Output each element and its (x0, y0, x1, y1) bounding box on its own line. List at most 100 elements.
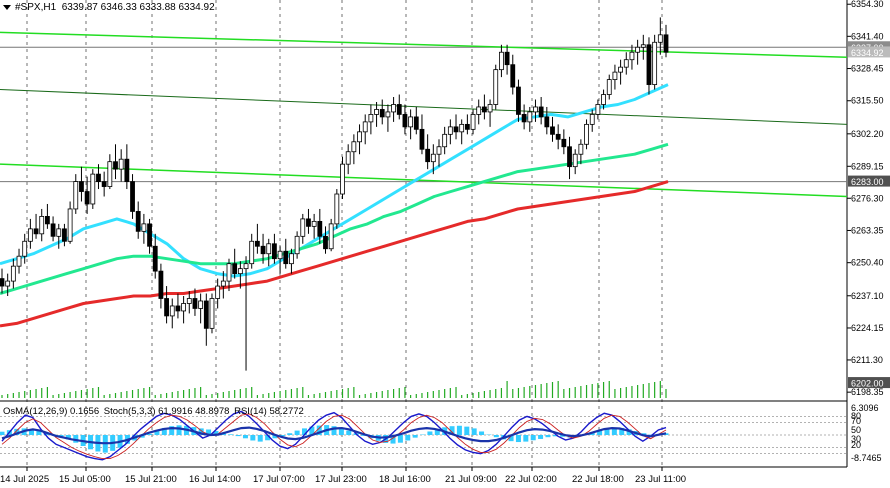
candle-body (96, 173, 101, 182)
stoch-main-line (1, 410, 667, 461)
candle-body (550, 126, 555, 135)
candle-body (5, 280, 11, 287)
candle-body (379, 109, 385, 118)
candle-body (646, 44, 652, 85)
candle-body (623, 59, 629, 68)
candle-body (16, 255, 22, 267)
candle-body (345, 151, 351, 165)
price-tick-label: 6276.30 (851, 193, 884, 203)
candle-body (538, 106, 544, 118)
candle-body (50, 223, 56, 237)
candle-body (340, 163, 345, 195)
candle-body (663, 34, 669, 53)
indicator-header: OsMA(12,26,9) 0.1656 Stoch(5,3,3) 61.991… (3, 406, 306, 417)
candle-body (629, 51, 635, 61)
candle-body (232, 263, 238, 275)
candle-body (254, 240, 260, 247)
price-tick-label: 6354.30 (851, 0, 884, 9)
candle-body (601, 94, 606, 105)
channel-trendline[interactable] (0, 89, 848, 125)
candle-body (192, 298, 198, 309)
candle-body (476, 106, 482, 115)
moving-average-line (0, 83, 669, 278)
candle-body (266, 243, 272, 255)
candle-body (294, 235, 300, 255)
candle-body (203, 300, 209, 329)
candle-body (311, 220, 317, 227)
candle-body (113, 161, 118, 170)
symbol-timeframe: #SPX,H1 (15, 2, 57, 13)
candle-body (260, 245, 266, 255)
candle-body (181, 303, 187, 312)
candle-body (464, 123, 470, 130)
candle-body (328, 223, 334, 250)
candle-body (220, 280, 226, 287)
candle-body (323, 235, 328, 250)
time-axis-label: 22 Jul 18:00 (572, 474, 624, 485)
time-axis-label: 15 Jul 21:00 (125, 474, 177, 485)
candle-body (300, 218, 306, 237)
time-axis-label: 17 Jul 07:00 (253, 474, 305, 485)
candle-body (56, 228, 62, 237)
candle-body (584, 123, 589, 145)
time-axis-label: 17 Jul 23:00 (315, 474, 367, 485)
price-tick-label: 6341.40 (851, 31, 884, 41)
candle-body (499, 51, 504, 71)
candle-body (447, 126, 453, 135)
candle-body (413, 116, 419, 130)
ohlc-values: 6339.87 6346.33 6333.88 6334.92 (61, 2, 215, 13)
candle-body (453, 126, 459, 133)
candle-body (0, 278, 5, 287)
price-tag-label: 6202.00 (851, 379, 884, 389)
candle-body (606, 79, 612, 95)
indicator-tick-label: 80 (851, 411, 861, 421)
time-axis-label: 23 Jul 11:00 (635, 474, 686, 485)
candle-body (357, 131, 362, 143)
candle-body (618, 66, 623, 73)
candle-body (62, 228, 67, 242)
candle-body (118, 158, 124, 170)
rsi-line (1, 426, 667, 445)
indicator-tick-label: 30 (851, 434, 861, 444)
candle-body (640, 44, 646, 48)
candle-body (141, 223, 147, 232)
candle-body (470, 114, 476, 130)
rsi-label: RSI(14) 58.2772 (234, 406, 304, 417)
candle-body (612, 71, 618, 80)
candle-body (272, 243, 277, 260)
candle-body (45, 216, 50, 225)
candle-body (527, 111, 533, 123)
stoch-label: Stoch(5,3,3) 61.9916 48.8978 (103, 406, 230, 417)
candle-body (215, 285, 221, 299)
candle-body (317, 220, 323, 237)
time-axis-label: 15 Jul 05:00 (59, 474, 111, 485)
candle-body (169, 305, 175, 317)
candle-body (504, 51, 510, 66)
candle-body (198, 300, 204, 309)
channel-trendline[interactable] (0, 31, 848, 58)
price-tick-label: 6302.20 (851, 129, 884, 139)
candle-body (186, 298, 192, 304)
time-axis-label: 16 Jul 14:00 (189, 474, 241, 485)
candle-body (487, 104, 493, 113)
candle-body (135, 211, 141, 232)
candle-body (521, 114, 527, 123)
candle-body (101, 181, 107, 187)
candle-body (362, 121, 368, 133)
channel-trendline[interactable] (0, 163, 848, 198)
candle-body (90, 173, 96, 205)
candle-body (657, 34, 663, 43)
candle-body (237, 268, 243, 275)
indicator-tick-label: -8.7465 (851, 453, 882, 463)
candle-body (334, 193, 340, 225)
price-tick-label: 6315.50 (851, 96, 884, 106)
candle-body (595, 104, 601, 115)
price-tag-label: 6334.92 (851, 48, 884, 58)
price-tag (848, 377, 890, 389)
candle-body (555, 133, 561, 140)
candle-body (425, 148, 431, 163)
dropdown-arrow-icon[interactable] (3, 4, 11, 10)
candle-body (107, 161, 113, 187)
price-tag (848, 175, 890, 187)
